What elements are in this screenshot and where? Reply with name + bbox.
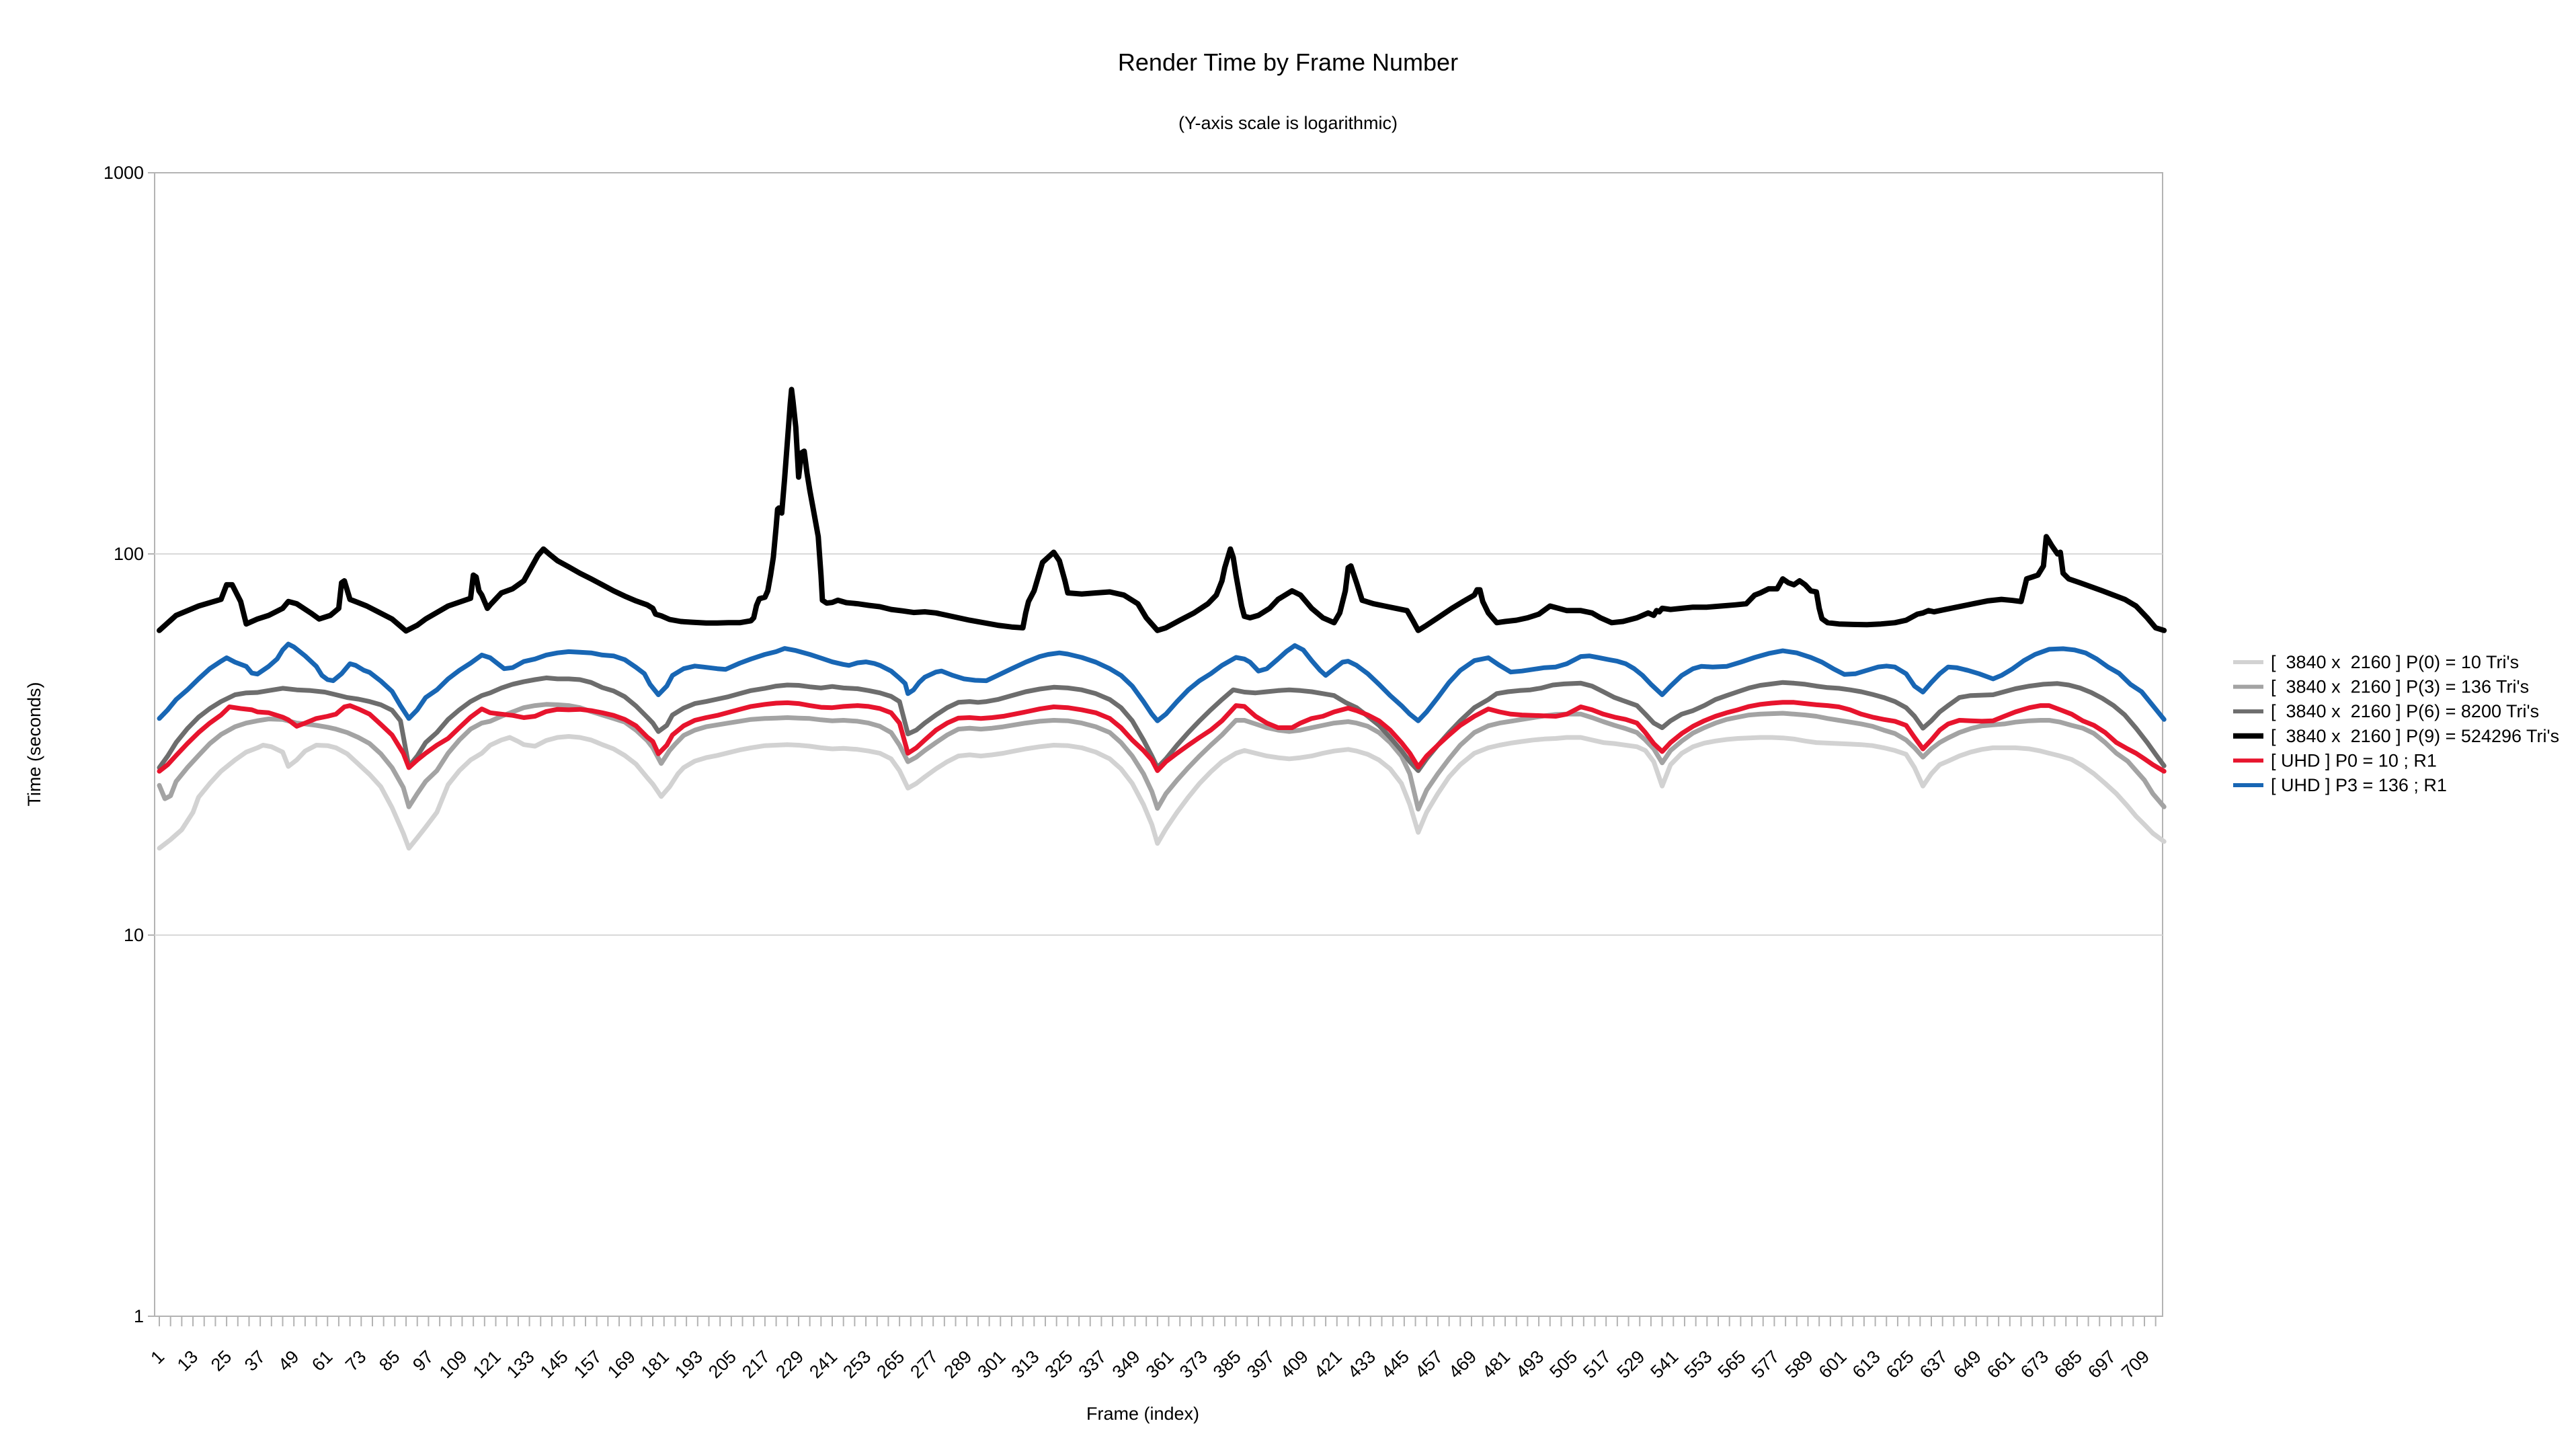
chart-subtitle: (Y-axis scale is logarithmic) [1178,113,1398,133]
legend-item: [ UHD ] P3 = 136 ; R1 [2233,775,2447,795]
x-tick-label: 625 [1882,1346,1918,1382]
x-tick-label: 601 [1815,1346,1851,1382]
legend-label: [ UHD ] P3 = 136 ; R1 [2271,775,2447,795]
x-tick-label: 457 [1411,1346,1447,1382]
x-tick-label: 265 [873,1346,908,1382]
x-tick-label: 541 [1646,1346,1682,1382]
x-tick-label: 553 [1681,1346,1716,1382]
x-tick-label: 157 [570,1346,606,1382]
legend-label: [ 3840 x 2160 ] P(6) = 8200 Tri's [2271,701,2539,721]
series-line-4 [157,700,2167,774]
x-tick-label: 385 [1209,1346,1245,1382]
series-line-3 [157,387,2167,634]
x-tick-label: 133 [503,1346,538,1382]
legend-label: [ 3840 x 2160 ] P(3) = 136 Tri's [2271,677,2529,697]
x-tick-label: 529 [1613,1346,1648,1382]
x-tick-label: 373 [1176,1346,1211,1382]
x-tick-label: 481 [1478,1346,1514,1382]
x-tick-label: 445 [1377,1346,1413,1382]
x-tick-label: 313 [1007,1346,1043,1382]
plot-border [154,172,2163,1317]
x-tick-label: 289 [940,1346,975,1382]
x-tick-label: 193 [671,1346,707,1382]
x-tick-label: 205 [705,1346,740,1382]
y-axis-title: Time (seconds) [24,682,44,806]
legend-item: [ 3840 x 2160 ] P(0) = 10 Tri's [2233,652,2519,672]
x-tick-label: 241 [805,1346,841,1382]
legend-item: [ 3840 x 2160 ] P(3) = 136 Tri's [2233,677,2529,697]
legend-item: [ 3840 x 2160 ] P(9) = 524296 Tri's [2233,726,2559,746]
x-tick-label: 301 [973,1346,1009,1382]
x-tick-label: 433 [1344,1346,1379,1382]
x-tick-label: 493 [1512,1346,1547,1382]
x-tick-label: 685 [2050,1346,2086,1382]
x-tick-label: 145 [536,1346,572,1382]
series-line-1 [157,702,2167,812]
x-tick-label: 25 [207,1346,235,1375]
x-tick-label: 277 [906,1346,942,1382]
x-tick-label: 661 [1983,1346,2019,1382]
legend-label: [ 3840 x 2160 ] P(9) = 524296 Tri's [2271,726,2559,746]
x-tick-label: 517 [1579,1346,1615,1382]
legend-item: [ UHD ] P0 = 10 ; R1 [2233,750,2437,770]
x-tick-label: 49 [274,1346,303,1375]
x-tick-label: 229 [772,1346,807,1382]
x-tick-label: 97 [409,1346,437,1375]
x-tick-label: 325 [1041,1346,1077,1382]
x-tick-label: 73 [341,1346,370,1375]
series-line-0 [157,734,2167,851]
x-tick-label: 1 [147,1346,168,1368]
x-tick-label: 649 [1949,1346,1985,1382]
legend-label: [ UHD ] P0 = 10 ; R1 [2271,750,2437,770]
x-tick-label: 181 [637,1346,673,1382]
series-lines [157,387,2167,851]
x-tick-label: 589 [1781,1346,1817,1382]
x-tick-label: 637 [1916,1346,1951,1382]
x-tick-label: 397 [1243,1346,1279,1382]
x-tick-label: 565 [1714,1346,1750,1382]
x-tick-label: 253 [839,1346,875,1382]
x-tick-label: 577 [1748,1346,1783,1382]
x-tick-label: 109 [436,1346,471,1382]
x-tick-label: 421 [1310,1346,1346,1382]
x-tick-label: 697 [2084,1346,2120,1382]
y-tick-label: 10 [124,925,144,945]
y-tick-label: 1000 [104,163,144,183]
x-tick-label: 85 [375,1346,403,1375]
x-tick-label: 505 [1545,1346,1581,1382]
x-tick-label: 37 [241,1346,269,1375]
y-tick-label: 1 [134,1306,144,1326]
chart-title: Render Time by Frame Number [1118,48,1458,76]
x-tick-label: 61 [308,1346,336,1375]
x-tick-label: 13 [173,1346,202,1375]
x-tick-label: 349 [1109,1346,1144,1382]
x-tick-label: 469 [1445,1346,1480,1382]
x-tick-label: 409 [1277,1346,1312,1382]
y-tick-label: 100 [114,544,144,564]
x-tick-label: 361 [1142,1346,1178,1382]
x-tick-label: 337 [1075,1346,1111,1382]
x-tick-label: 169 [604,1346,639,1382]
x-tick-label: 121 [469,1346,505,1382]
x-tick-label: 709 [2118,1346,2153,1382]
series-line-5 [157,641,2167,723]
legend-item: [ 3840 x 2160 ] P(6) = 8200 Tri's [2233,701,2539,721]
x-tick-label: 613 [1849,1346,1884,1382]
x-axis-title: Frame (index) [1086,1404,1199,1424]
chart-legend: [ 3840 x 2160 ] P(0) = 10 Tri's [ 3840 x … [2233,652,2559,795]
legend-label: [ 3840 x 2160 ] P(0) = 10 Tri's [2271,652,2519,672]
x-tick-label: 673 [2017,1346,2052,1382]
x-tick-label: 217 [738,1346,774,1382]
